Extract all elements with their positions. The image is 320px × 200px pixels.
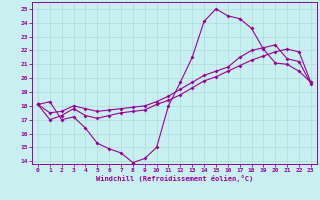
X-axis label: Windchill (Refroidissement éolien,°C): Windchill (Refroidissement éolien,°C) <box>96 175 253 182</box>
